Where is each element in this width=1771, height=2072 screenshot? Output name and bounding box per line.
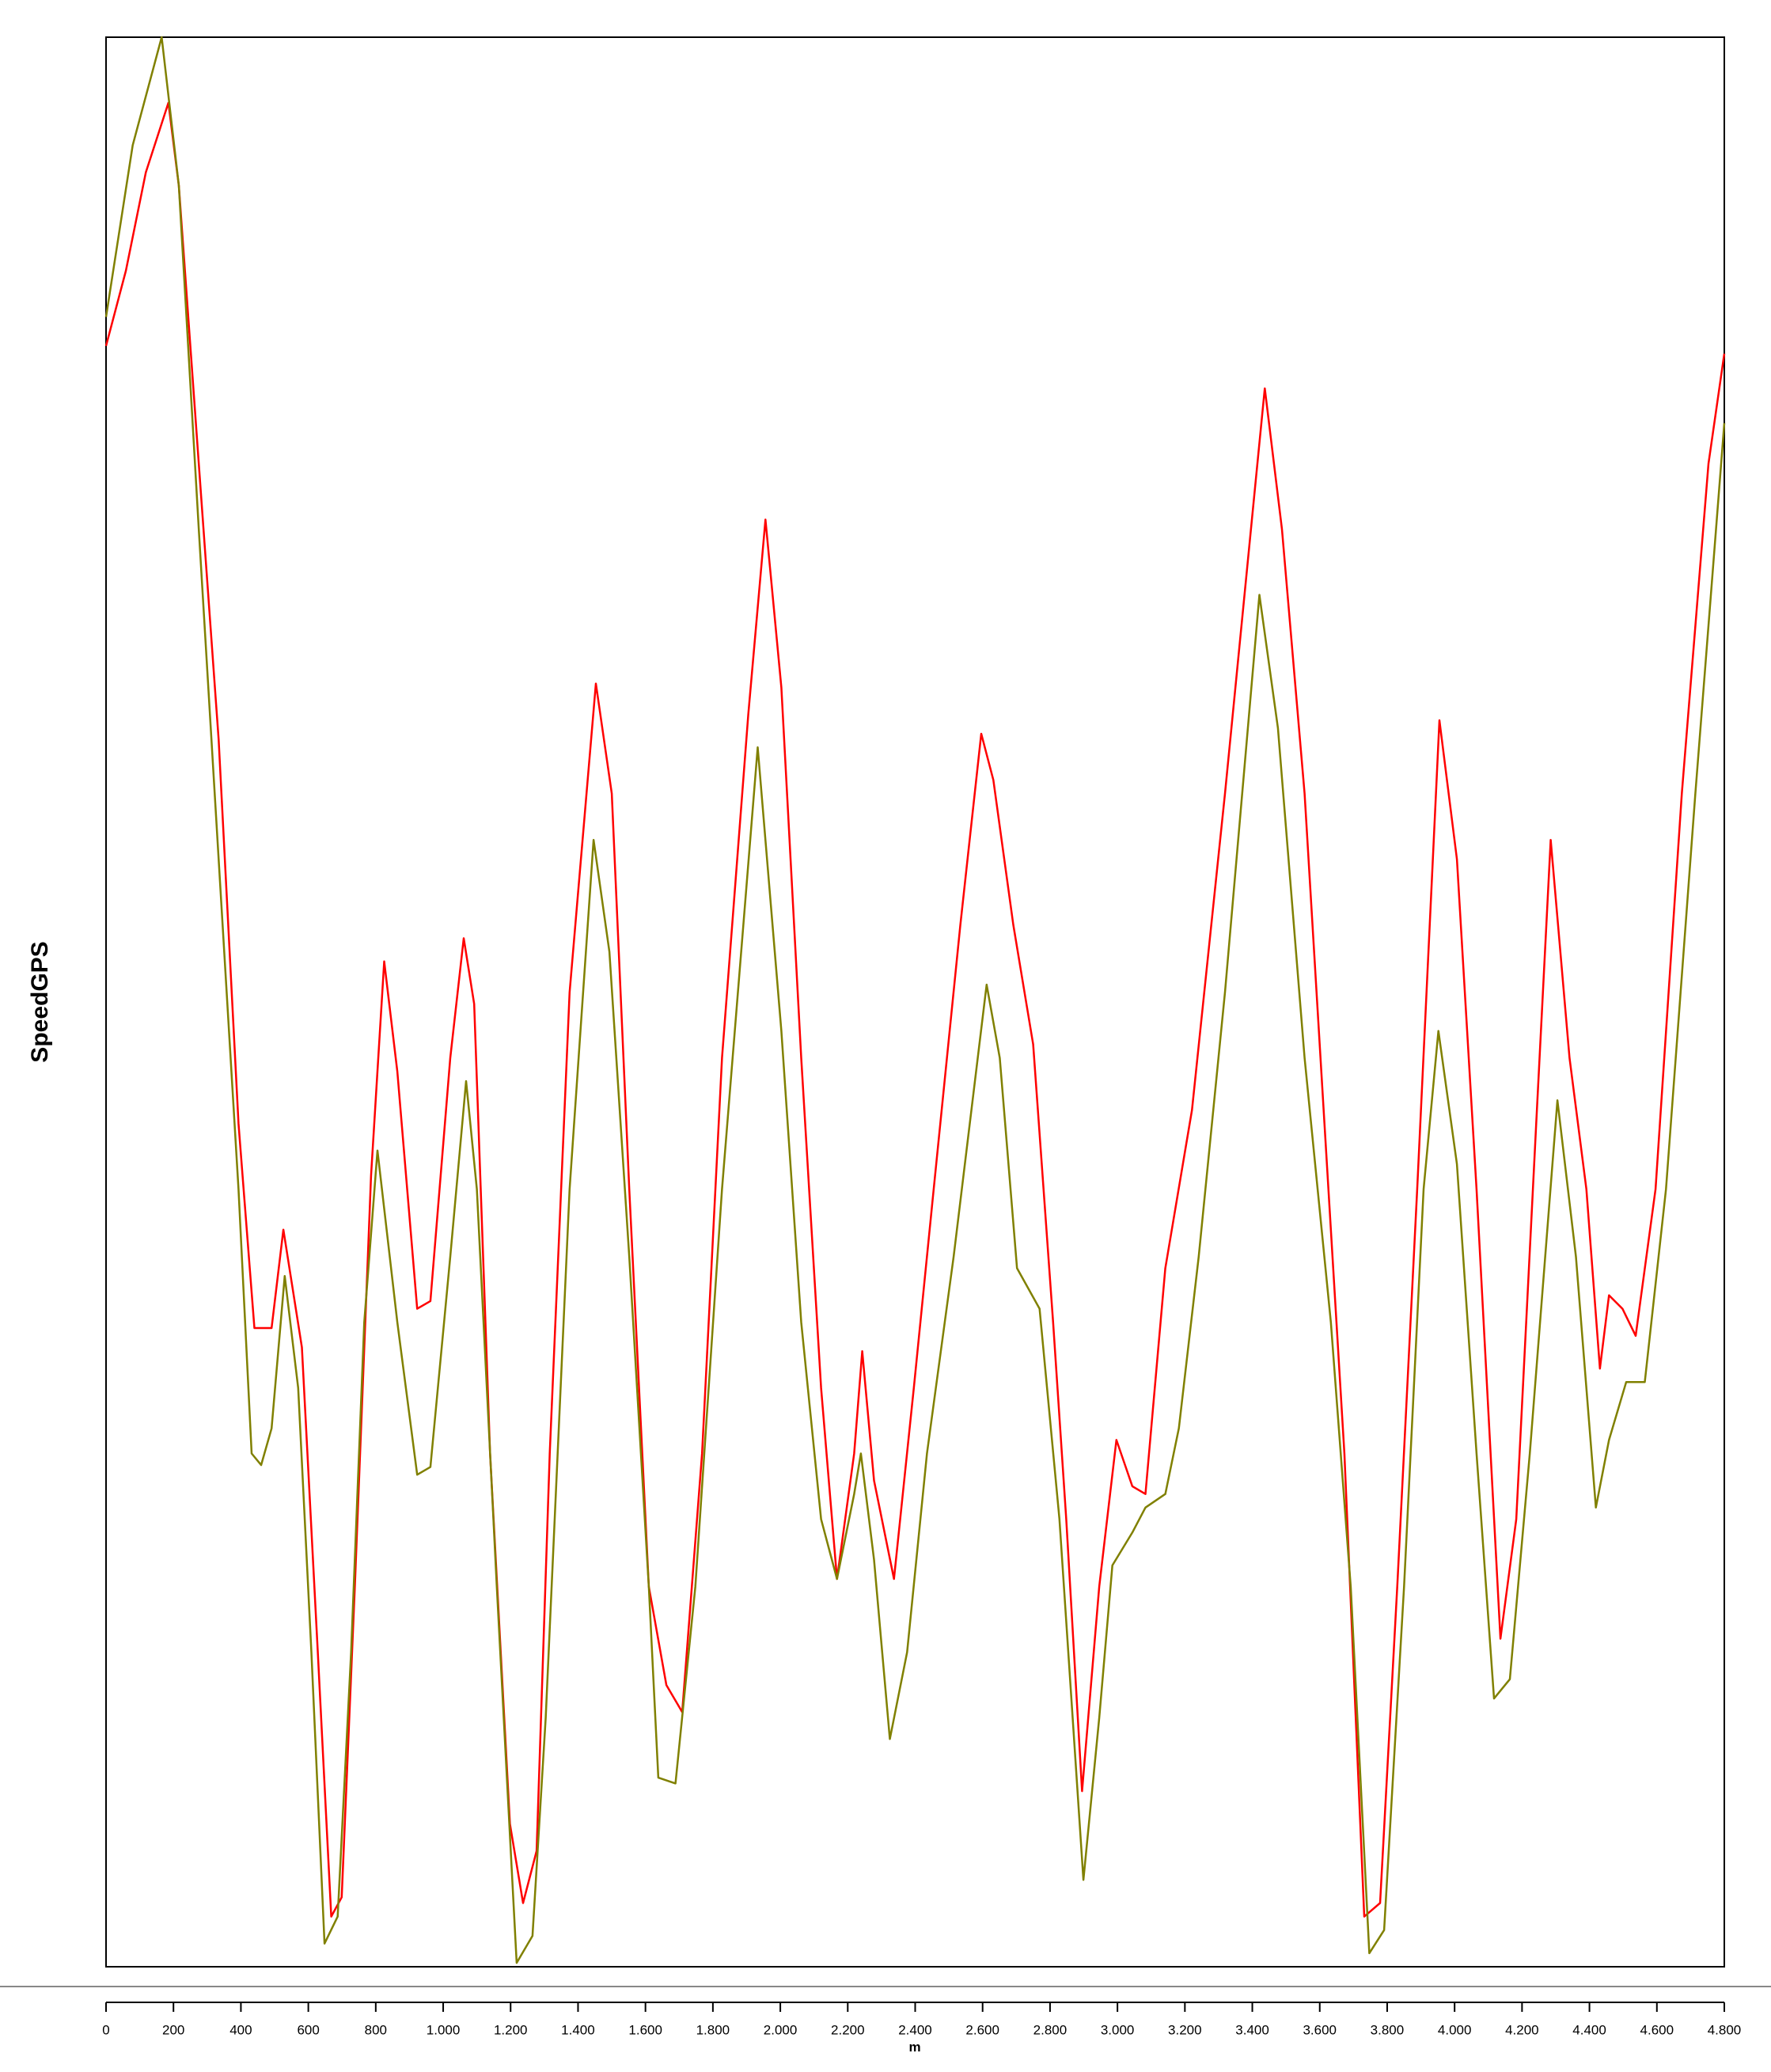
x-tick-label: 3.200 bbox=[1168, 2022, 1202, 2037]
x-tick-label: 1.000 bbox=[427, 2022, 461, 2037]
y-axis-label: SpeedGPS bbox=[27, 941, 53, 1062]
x-axis-label: m bbox=[908, 2040, 920, 2055]
x-tick-label: 1.800 bbox=[696, 2022, 730, 2037]
x-tick-label: 4.000 bbox=[1438, 2022, 1472, 2037]
x-tick-label: 3.000 bbox=[1101, 2022, 1135, 2037]
x-tick-label: 600 bbox=[297, 2022, 319, 2037]
x-tick-label: 2.000 bbox=[764, 2022, 798, 2037]
x-tick-label: 800 bbox=[365, 2022, 387, 2037]
series-line bbox=[104, 36, 1726, 1964]
x-tick-label: 2.200 bbox=[831, 2022, 865, 2037]
x-tick-label: 2.600 bbox=[965, 2022, 999, 2037]
x-tick-label: 1.600 bbox=[628, 2022, 662, 2037]
series-line bbox=[104, 101, 1726, 1918]
x-tick-label: 200 bbox=[162, 2022, 184, 2037]
x-tick-label: 3.800 bbox=[1371, 2022, 1405, 2037]
x-tick-label: 400 bbox=[229, 2022, 252, 2037]
x-tick-label: 3.400 bbox=[1235, 2022, 1269, 2037]
x-tick-label: 2.400 bbox=[898, 2022, 932, 2037]
x-tick-label: 1.400 bbox=[561, 2022, 595, 2037]
x-tick-label: 2.800 bbox=[1033, 2022, 1068, 2037]
x-tick-label: 4.600 bbox=[1640, 2022, 1674, 2037]
x-tick-label: 4.800 bbox=[1708, 2022, 1742, 2037]
x-tick-label: 4.400 bbox=[1572, 2022, 1606, 2037]
x-tick-label: 0 bbox=[102, 2022, 109, 2037]
x-tick-label: 1.200 bbox=[494, 2022, 528, 2037]
x-tick-label: 4.200 bbox=[1505, 2022, 1539, 2037]
x-tick-label: 3.600 bbox=[1303, 2022, 1337, 2037]
plot-frame bbox=[105, 36, 1725, 1968]
